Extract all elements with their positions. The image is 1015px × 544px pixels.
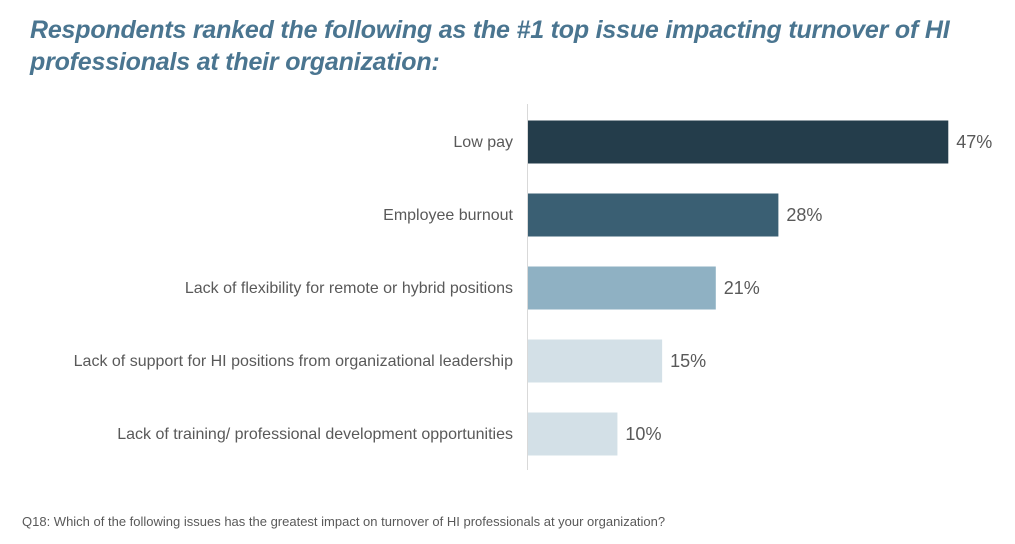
bars-group (528, 120, 949, 456)
value-label-2: 28% (786, 205, 822, 225)
value-label-5: 10% (625, 424, 661, 444)
category-labels-group: Low pay Employee burnout Lack of flexibili… (74, 134, 514, 443)
value-label-4: 15% (670, 351, 706, 371)
category-label-4: Lack of support for HI positions from or… (74, 353, 513, 370)
bar-4 (528, 339, 663, 383)
chart-title: Respondents ranked the following as the … (30, 16, 950, 76)
bar-3 (528, 266, 716, 310)
value-label-1: 47% (956, 132, 992, 152)
value-label-3: 21% (724, 278, 760, 298)
category-label-3: Lack of flexibility for remote or hybrid… (185, 280, 513, 297)
category-label-1: Low pay (453, 134, 513, 151)
bar-1 (528, 120, 949, 164)
footnote: Q18: Which of the following issues has t… (22, 514, 666, 529)
category-label-2: Employee burnout (383, 207, 513, 224)
category-label-5: Lack of training/ professional developme… (117, 426, 513, 443)
value-labels-group: 47% 28% 21% 15% 10% (625, 132, 992, 444)
bar-5 (528, 412, 618, 456)
bar-2 (528, 193, 779, 237)
